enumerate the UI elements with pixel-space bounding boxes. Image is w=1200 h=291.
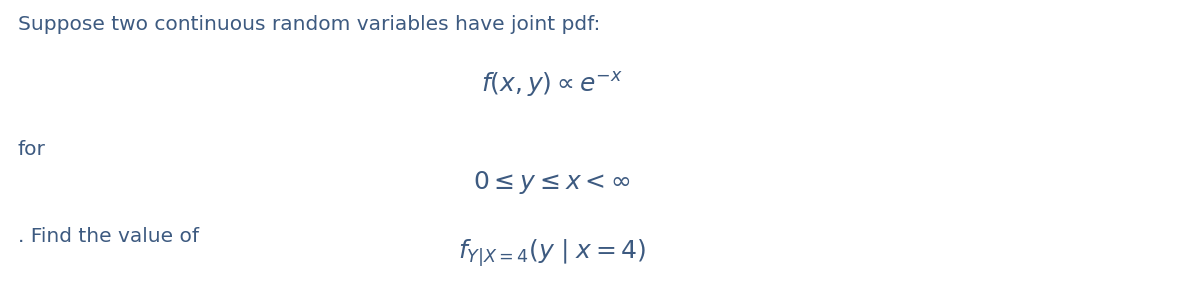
Text: Suppose two continuous random variables have joint pdf:: Suppose two continuous random variables … xyxy=(18,15,600,33)
Text: $0 \leq y \leq x < \infty$: $0 \leq y \leq x < \infty$ xyxy=(473,169,631,196)
Text: . Find the value of: . Find the value of xyxy=(18,227,199,246)
Text: $f(x, y) \propto e^{-x}$: $f(x, y) \propto e^{-x}$ xyxy=(481,70,623,99)
Text: $f_{Y|X=4}(y \mid x = 4)$: $f_{Y|X=4}(y \mid x = 4)$ xyxy=(457,237,647,268)
Text: for: for xyxy=(18,140,46,159)
